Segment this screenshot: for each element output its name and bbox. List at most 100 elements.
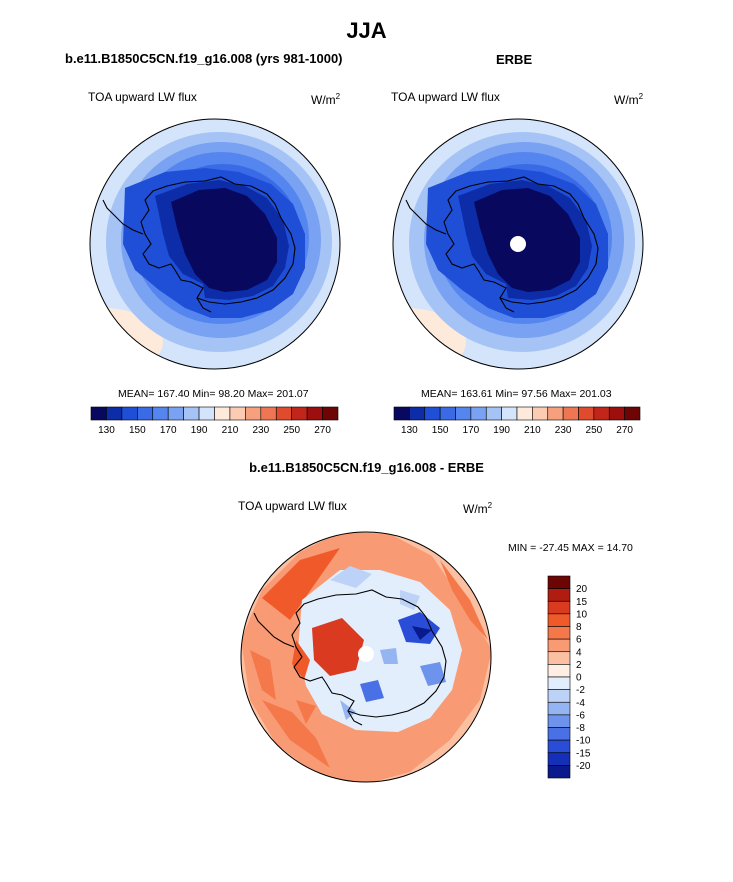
left-units-text: W/m [311,93,336,107]
left-cbar-tick-label: 270 [314,425,331,436]
left-cbar-swatch [137,406,154,421]
right-cbar-swatch [562,406,579,421]
left-units-exp: 2 [335,92,341,101]
left-cbar-swatch [229,406,246,421]
right-map [392,118,644,370]
left-cbar-swatch [90,406,107,421]
left-cbar-swatch [106,406,123,421]
diff-cbar-swatch [547,613,571,627]
right-cbar-swatch [409,406,426,421]
diff-cbar-tick-label: 10 [576,609,588,620]
left-cbar-tick-label: 250 [283,425,300,436]
diff-map [240,531,492,783]
diff-cbar-tick-label: -6 [576,710,585,721]
diff-cbar-swatch [547,727,571,741]
diff-variable-label: TOA upward LW flux [238,499,347,513]
diff-cbar-swatch [547,676,571,690]
diff-cbar-tick-label: -10 [576,736,591,747]
right-cbar-swatch [424,406,441,421]
diff-cbar-tick-label: 8 [576,622,582,633]
diff-units-label: W/m2 [463,501,492,516]
right-missing-data-dot [510,236,526,252]
left-cbar-tick-label: 150 [129,425,146,436]
diff-units-exp: 2 [487,501,493,510]
left-cbar-tick-label: 230 [252,425,269,436]
diff-panel-title: b.e11.B1850C5CN.f19_g16.008 - ERBE [249,460,484,475]
left-cbar-swatch [322,406,339,421]
left-stats: MEAN= 167.40 Min= 98.20 Max= 201.07 [118,388,309,400]
right-cbar-tick-label: 250 [586,425,603,436]
diff-cbar-swatch [547,765,571,779]
right-units-exp: 2 [638,92,644,101]
left-cbar-swatch [198,406,215,421]
right-cbar-swatch [455,406,472,421]
right-cbar-tick-label: 190 [493,425,510,436]
left-cbar-swatch [121,406,138,421]
left-cbar-swatch [214,406,231,421]
diff-cbar-tick-label: 4 [576,647,582,658]
diff-cbar-tick-label: 0 [576,673,582,684]
right-cbar-swatch [501,406,518,421]
diff-cbar-tick-label: -8 [576,723,585,734]
right-cbar-tick-label: 210 [524,425,541,436]
right-cbar-swatch [393,406,410,421]
right-units-text: W/m [614,93,639,107]
right-colorbar: 130 150 170 190 210 230 250 270 [393,406,641,436]
right-cbar-tick-label: 170 [463,425,480,436]
right-cbar-tick-label: 230 [555,425,572,436]
right-cbar-swatch [593,406,610,421]
right-cbar-swatch [485,406,502,421]
diff-cbar-tick-label: -15 [576,748,591,759]
right-units-label: W/m2 [614,92,643,107]
diff-cbar-swatch [547,664,571,678]
left-cbar-swatch [183,406,200,421]
diff-missing-data-dot [358,646,374,662]
left-cbar-swatch [275,406,292,421]
diff-units-text: W/m [463,502,488,516]
diff-cbar-swatch [547,739,571,754]
left-variable-label: TOA upward LW flux [88,90,197,104]
diff-cbar-swatch [547,701,571,716]
left-panel-title: b.e11.B1850C5CN.f19_g16.008 (yrs 981-100… [65,51,343,66]
left-colorbar: 130 150 170 190 210 230 250 270 [90,406,339,436]
left-cbar-swatch [167,406,184,421]
left-map [89,118,341,370]
right-cbar-swatch [624,406,641,421]
diff-cbar-tick-label: -2 [576,685,585,696]
right-cbar-swatch [578,406,595,421]
left-cbar-swatch [245,406,262,421]
diff-cbar-tick-label: -20 [576,761,591,772]
right-cbar-swatch [516,406,533,421]
right-variable-label: TOA upward LW flux [391,90,500,104]
left-cbar-swatch [152,406,169,421]
left-cbar-swatch [306,406,323,421]
left-cbar-swatch [260,406,277,421]
right-cbar-swatch [532,406,549,421]
diff-cbar-swatch [547,714,571,728]
left-cbar-tick-label: 210 [222,425,239,436]
diff-cbar-tick-label: 2 [576,660,582,671]
left-cbar-tick-label: 130 [98,425,115,436]
diff-cbar-swatch [547,638,571,653]
diff-cbar-swatch [547,600,571,615]
diff-cbar-swatch [547,626,571,640]
right-panel-title: ERBE [496,52,533,67]
right-stats: MEAN= 163.61 Min= 97.56 Max= 201.03 [421,388,612,400]
left-cbar-tick-label: 190 [191,425,208,436]
page-title: JJA [346,18,387,43]
diff-cbar-tick-label: 15 [576,597,588,608]
left-units-label: W/m2 [311,92,340,107]
right-cbar-swatch [439,406,456,421]
right-cbar-tick-label: 270 [616,425,633,436]
right-cbar-swatch [608,406,625,421]
right-cbar-swatch [470,406,487,421]
right-cbar-tick-label: 150 [432,425,449,436]
left-cbar-swatch [291,406,308,421]
diff-cbar-tick-label: -4 [576,698,585,709]
diff-cbar-swatch [547,588,571,602]
diff-cbar-swatch [547,752,571,766]
right-cbar-swatch [547,406,564,421]
diff-cbar-swatch [547,575,571,589]
